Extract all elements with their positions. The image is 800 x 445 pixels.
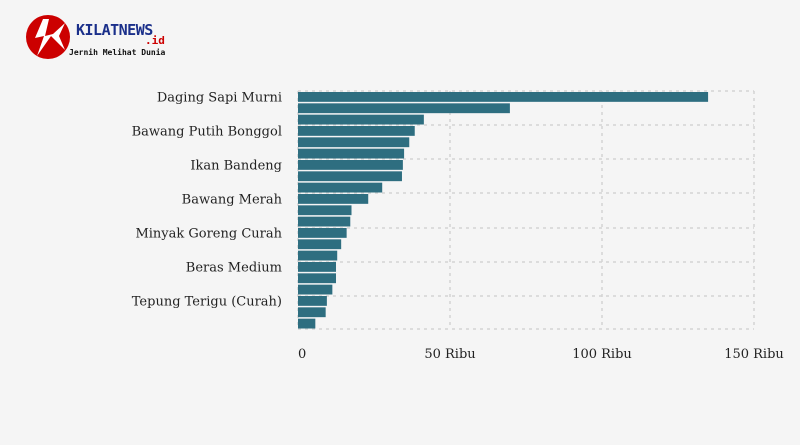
bar: [298, 262, 336, 272]
lightning-logo-icon: [26, 15, 70, 59]
y-tick-label: Ikan Bandeng: [190, 159, 282, 174]
bar: [298, 239, 342, 250]
y-tick-label: Beras Medium: [186, 261, 282, 276]
bar: [298, 273, 336, 284]
bar: [298, 296, 327, 306]
logo-tagline: Jernih Melihat Dunia: [69, 48, 166, 57]
x-tick-label: 50 Ribu: [424, 347, 475, 362]
bar: [298, 194, 369, 204]
y-tick-label: Daging Sapi Murni: [157, 91, 282, 106]
bar: [298, 284, 333, 295]
bar: [298, 103, 510, 114]
bar: [298, 250, 338, 261]
bar: [298, 205, 352, 216]
y-tick-label: Minyak Goreng Curah: [135, 227, 282, 242]
y-tick-label: Bawang Putih Bonggol: [132, 125, 282, 140]
bar: [298, 160, 403, 170]
kilatnews-logo: KILATNEWS .id Jernih Melihat Dunia: [24, 14, 184, 64]
x-tick-label: 150 Ribu: [724, 347, 784, 362]
logo-tld: .id: [145, 34, 165, 47]
bar: [298, 318, 316, 329]
y-tick-label: Bawang Merah: [182, 193, 283, 208]
logo-brand: KILATNEWS: [76, 21, 153, 39]
bar: [298, 228, 347, 238]
y-tick-label: Tepung Terigu (Curah): [132, 295, 282, 310]
bar: [298, 92, 709, 102]
x-tick-label: 0: [298, 347, 306, 362]
bar: [298, 307, 326, 318]
bar: [298, 182, 383, 193]
x-tick-label: 100 Ribu: [572, 347, 632, 362]
bar: [298, 137, 410, 148]
bar: [298, 216, 351, 227]
bar: [298, 171, 402, 182]
bar: [298, 114, 424, 125]
bar: [298, 148, 405, 159]
bar: [298, 126, 415, 136]
